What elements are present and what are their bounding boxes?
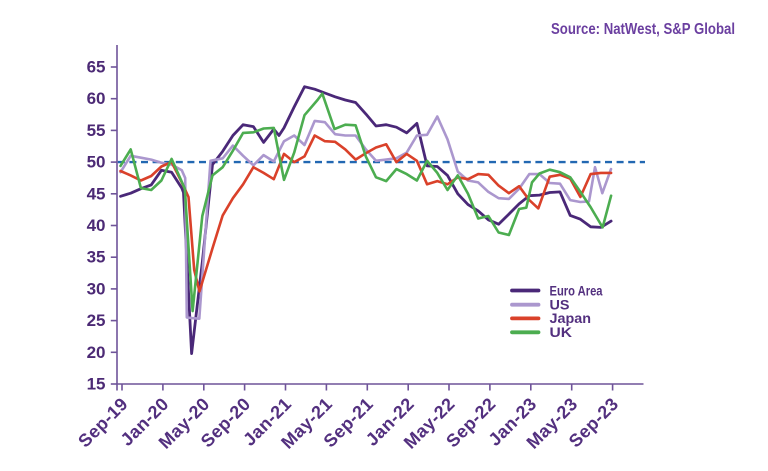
svg-text:45: 45 [87,184,106,203]
svg-text:25: 25 [87,311,106,330]
svg-text:50: 50 [87,153,106,172]
svg-text:65: 65 [87,58,106,77]
svg-text:30: 30 [87,279,106,298]
svg-text:20: 20 [87,343,106,362]
svg-text:60: 60 [87,89,106,108]
svg-text:55: 55 [87,121,106,140]
svg-text:35: 35 [87,248,106,267]
svg-text:Source: NatWest, S&P Global: Source: NatWest, S&P Global [551,21,735,38]
svg-text:40: 40 [87,216,106,235]
svg-text:15: 15 [87,375,106,394]
svg-text:Euro Area: Euro Area [550,282,603,298]
svg-text:UK: UK [550,324,573,340]
svg-text:US: US [550,297,570,313]
svg-text:Japan: Japan [550,310,592,326]
